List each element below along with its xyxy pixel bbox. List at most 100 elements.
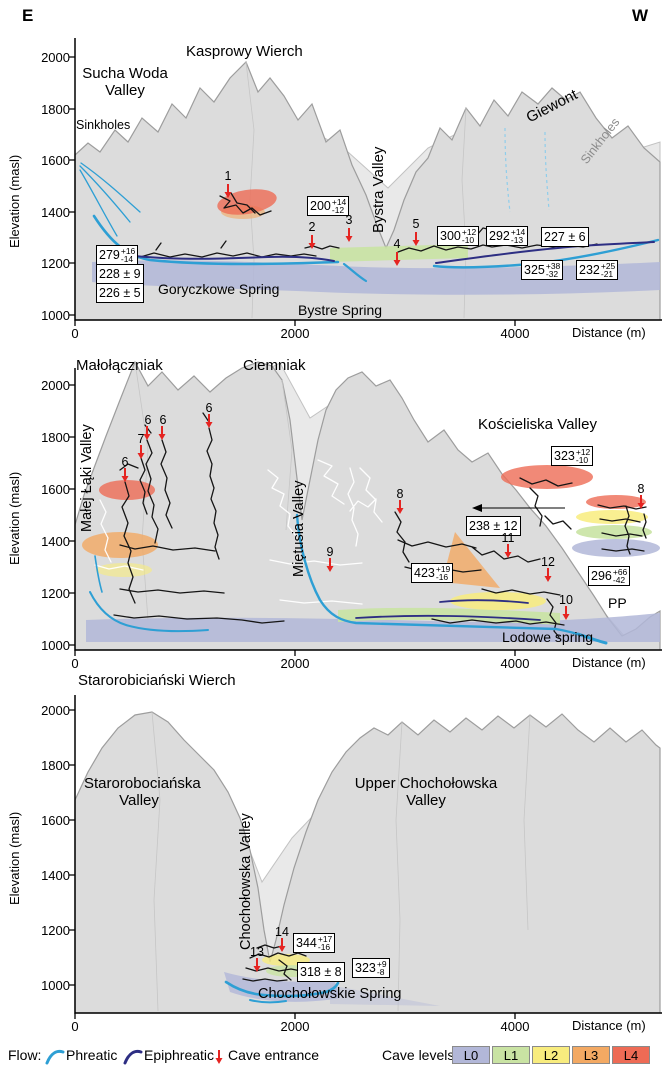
age-main: 344 bbox=[296, 936, 317, 950]
phreatic-flow bbox=[432, 238, 660, 269]
panel1-graphics bbox=[69, 38, 662, 326]
cave-passages bbox=[145, 439, 159, 544]
cave-passages bbox=[160, 439, 173, 529]
cave-passages bbox=[139, 457, 148, 515]
y-tick: 1600 bbox=[41, 482, 70, 497]
spring-label-goryczkowe: Goryczkowe Spring bbox=[158, 281, 280, 297]
age-uncertainty: +12 -10 bbox=[575, 447, 591, 465]
y-tick: 2000 bbox=[41, 50, 70, 65]
legend-level-l3: L3 bbox=[572, 1046, 610, 1064]
age-main: 200 bbox=[310, 199, 331, 213]
x-tick: 2000 bbox=[280, 326, 310, 341]
age-uncertainty: +17 -16 bbox=[317, 934, 333, 952]
age-date-box: 323 +9 -8 bbox=[352, 958, 390, 978]
panel1-ticks bbox=[69, 56, 516, 326]
x-axis-label: Distance (m) bbox=[572, 325, 646, 340]
cave-entrance-arrows bbox=[253, 938, 286, 972]
label-pp: PP bbox=[608, 595, 627, 611]
y-axis-label: Elevation (masl) bbox=[7, 811, 22, 905]
age-main: 300 bbox=[440, 229, 461, 243]
level-l0-band bbox=[92, 260, 660, 295]
mountain-foreground bbox=[74, 711, 661, 1014]
y-tick: 1000 bbox=[41, 308, 70, 323]
age-main: 292 bbox=[489, 229, 510, 243]
age-main: 325 bbox=[524, 263, 545, 277]
legend-level-l4: L4 bbox=[612, 1046, 650, 1064]
y-tick: 1400 bbox=[41, 205, 70, 220]
phreatic-flow bbox=[92, 214, 340, 266]
valley-label-sucha-woda: Sucha Woda Valley bbox=[82, 65, 168, 99]
age-date-box: 232 +25 -21 bbox=[576, 260, 619, 280]
y-tick: 1200 bbox=[41, 256, 70, 271]
phreatic-flow bbox=[342, 262, 368, 283]
y-tick: 2000 bbox=[41, 378, 70, 393]
section-end-east: E bbox=[22, 6, 34, 25]
x-tick: 0 bbox=[71, 326, 79, 341]
panel3-ticks bbox=[69, 709, 516, 1019]
valley-label-mietusia: Miętusia Valley bbox=[291, 480, 307, 577]
age-date-box: 238 ± 12 bbox=[466, 516, 521, 536]
level-l3-wedge bbox=[442, 532, 500, 588]
sinkhole-dotted-lines bbox=[504, 127, 550, 213]
x-axis-label: Distance (m) bbox=[572, 655, 646, 670]
sinkhole-flow-lines bbox=[79, 162, 141, 237]
legend-cave-entrance-label: Cave entrance bbox=[228, 1047, 320, 1063]
peak-label-kasprowy-wierch: Kasprowy Wierch bbox=[186, 43, 303, 60]
cave-passages-projected bbox=[269, 467, 377, 605]
y-axis-label: Elevation (masl) bbox=[7, 154, 22, 248]
peak-label-malolaczniak: Małołączniak bbox=[76, 357, 163, 374]
cave-entrance-number: 5 bbox=[412, 217, 420, 231]
age-date-box: 226 ± 5 bbox=[96, 283, 144, 303]
cave-passages bbox=[242, 944, 307, 982]
phreatic-flow bbox=[249, 999, 287, 1004]
section-end-west: W bbox=[632, 6, 649, 25]
cave-entrance-arrows bbox=[121, 414, 645, 620]
cave-entrance-number: 14 bbox=[275, 925, 289, 939]
cave-passages bbox=[597, 504, 647, 555]
y-tick: 1600 bbox=[41, 813, 70, 828]
peak-label-starorobicianski-wierch: Starorobiciański Wierch bbox=[78, 672, 236, 689]
y-tick: 1400 bbox=[41, 868, 70, 883]
age-uncertainty: +14 -13 bbox=[510, 227, 526, 245]
cave-entrance-number: 12 bbox=[541, 555, 555, 569]
age-date-box: 296 +66 -42 bbox=[588, 566, 631, 586]
epiphreatic-flow-icon bbox=[123, 1049, 143, 1065]
level-l0-area-faint bbox=[330, 985, 440, 1006]
cave-entrance-arrows bbox=[224, 184, 420, 266]
cave-entrance-number: 13 bbox=[250, 945, 264, 959]
age-date-box: 279 +16 -14 bbox=[96, 245, 139, 265]
age-uncertainty: +12 -10 bbox=[461, 227, 477, 245]
x-tick: 2000 bbox=[280, 656, 310, 671]
cave-entrance-number: 3 bbox=[345, 213, 353, 227]
valley-label-chocholowska: Chochołowska Valley bbox=[238, 813, 254, 950]
valley-label-malej-laki: Małej Łąki Valley bbox=[79, 424, 95, 532]
legend-cave-levels-label: Cave levels: bbox=[382, 1047, 459, 1063]
age-uncertainty: +9 -8 bbox=[376, 959, 387, 977]
cave-passages-projected bbox=[94, 499, 144, 571]
cave-entrance-number: 8 bbox=[637, 482, 645, 496]
age-date-box: 227 ± 6 bbox=[541, 227, 589, 247]
cave-entrance-number: 6 bbox=[144, 413, 152, 427]
age-main: 232 bbox=[579, 263, 600, 277]
phreatic-flow bbox=[295, 513, 590, 639]
age-main: 279 bbox=[99, 248, 120, 262]
cave-entrance-number: 11 bbox=[501, 531, 515, 545]
phreatic-flow bbox=[94, 555, 103, 593]
age-main: 228 ± 9 bbox=[99, 267, 141, 281]
age-date-box: 344 +17 -16 bbox=[293, 933, 336, 953]
x-tick: 4000 bbox=[500, 656, 530, 671]
cave-passages bbox=[304, 245, 340, 250]
legend-icons bbox=[45, 1049, 223, 1065]
spring-label-chocholowskie: Chochołowskie Spring bbox=[258, 986, 402, 1002]
sinkholes-label: Sinkholes bbox=[76, 118, 131, 132]
level-l0-ellipse bbox=[572, 539, 660, 557]
legend-flow-label: Flow: bbox=[8, 1047, 42, 1063]
cave-passages bbox=[519, 477, 573, 530]
phreatic-flow bbox=[224, 980, 340, 998]
age-uncertainty: +66 -42 bbox=[612, 567, 628, 585]
age-main: 227 ± 6 bbox=[544, 230, 586, 244]
age-main: 423 bbox=[414, 566, 435, 580]
age-main: 323 bbox=[554, 449, 575, 463]
level-l4-ellipse bbox=[501, 465, 593, 489]
